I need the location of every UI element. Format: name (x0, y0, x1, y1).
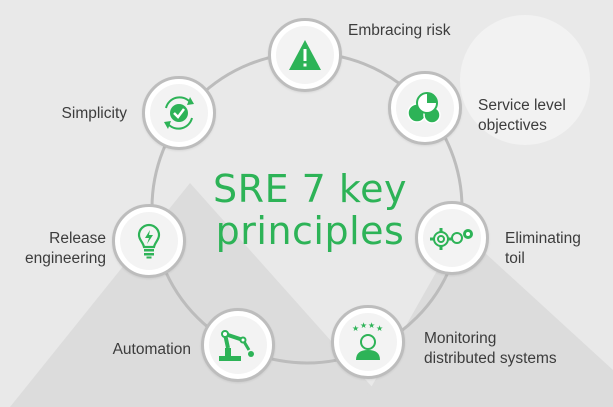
node-service-level-objectives (388, 71, 462, 145)
label-simplicity: Simplicity (61, 105, 127, 122)
label-release-engineering: Release engineering (24, 230, 106, 267)
background-circle (460, 15, 590, 145)
node-simplicity (142, 76, 216, 150)
check-cycle-icon (164, 96, 194, 130)
node-eliminating-toil (415, 201, 489, 275)
node-release-engineering (112, 204, 186, 278)
svg-text:★: ★ (376, 324, 383, 333)
label-automation: Automation (112, 341, 191, 358)
person-stars-icon: ★ ★ ★ ★ (352, 322, 383, 360)
label-monitoring-distributed-systems: Monitoring distributed systems (424, 330, 557, 367)
node-automation (201, 308, 275, 382)
gears-icon (430, 228, 473, 250)
robot-arm-icon (219, 330, 254, 361)
background-mountain-right (360, 230, 613, 407)
node-monitoring-distributed-systems: ★ ★ ★ ★ (331, 305, 405, 379)
pie-chart-icon (407, 92, 441, 124)
svg-text:★: ★ (360, 322, 367, 330)
svg-text:★: ★ (352, 324, 359, 333)
label-service-level-objectives: Service level objectives (478, 97, 566, 134)
lightbulb-icon (137, 223, 161, 259)
warning-triangle-icon (289, 40, 321, 70)
label-embracing-risk: Embracing risk (348, 22, 451, 39)
node-embracing-risk (268, 18, 342, 92)
svg-text:★: ★ (368, 322, 375, 330)
label-eliminating-toil: Eliminating toil (505, 230, 581, 267)
diagram-title: SRE 7 key principles (213, 167, 407, 253)
background-mountain-left (10, 183, 390, 407)
